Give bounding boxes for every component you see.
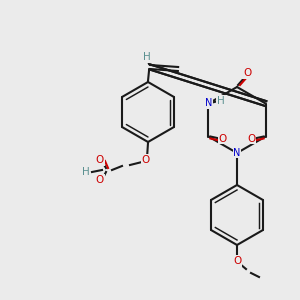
Text: O: O bbox=[96, 175, 104, 185]
Text: O: O bbox=[248, 134, 256, 143]
Text: H: H bbox=[143, 52, 151, 62]
Text: H: H bbox=[82, 167, 90, 177]
Text: H: H bbox=[217, 95, 224, 106]
Text: N: N bbox=[233, 148, 241, 158]
Text: O: O bbox=[243, 68, 251, 78]
Text: N: N bbox=[205, 98, 212, 109]
Text: O: O bbox=[142, 155, 150, 165]
Text: O: O bbox=[96, 155, 104, 165]
Text: O: O bbox=[218, 134, 226, 143]
Text: O: O bbox=[233, 256, 241, 266]
